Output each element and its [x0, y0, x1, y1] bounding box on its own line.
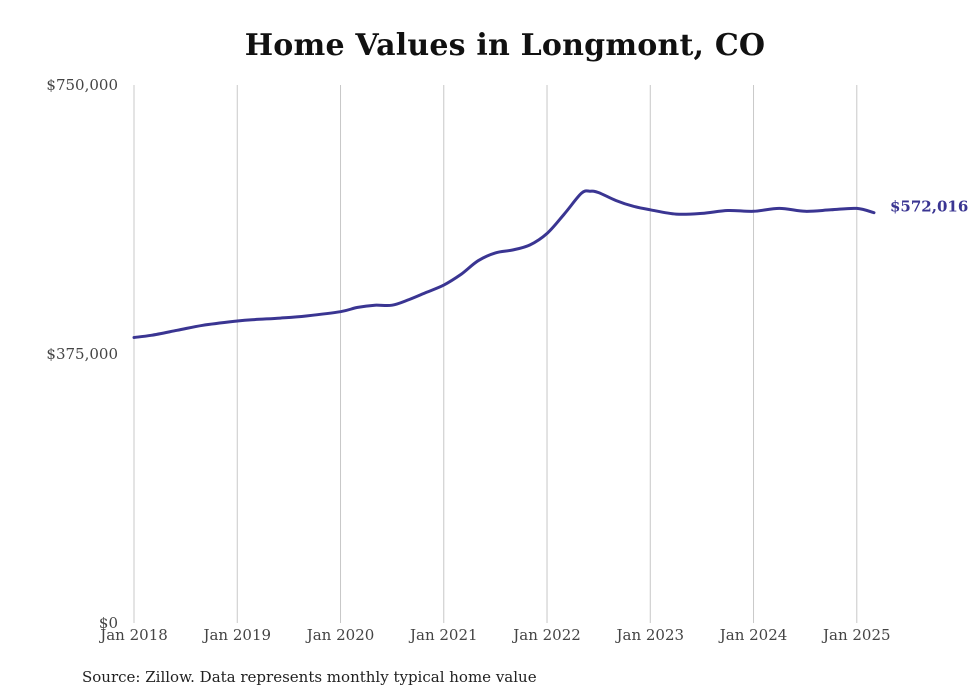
y-tick-label: $0	[99, 614, 118, 632]
y-axis-tick-labels: $0 $375,000 $750,000	[46, 76, 118, 632]
x-tick-label: Jan 2020	[305, 626, 375, 644]
end-label-layer: $572,016	[890, 198, 968, 216]
series-layer	[132, 189, 876, 339]
chart-title: Home Values in Longmont, CO	[244, 28, 766, 63]
chart-source-note: Source: Zillow. Data represents monthly …	[82, 668, 537, 686]
y-tick-label: $375,000	[46, 345, 118, 363]
x-axis-tick-labels: Jan 2018 Jan 2019 Jan 2020 Jan 2021 Jan 2022…	[98, 626, 890, 644]
x-tick-label: Jan 2021	[408, 626, 478, 644]
x-tick-label: Jan 2025	[821, 626, 891, 644]
y-tick-label: $750,000	[46, 76, 118, 94]
series-line	[132, 189, 876, 339]
end-value-label: $572,016	[890, 198, 968, 216]
x-tick-label: Jan 2018	[98, 626, 168, 644]
x-tick-label: Jan 2019	[201, 626, 271, 644]
x-tick-label: Jan 2023	[614, 626, 684, 644]
x-tick-label: Jan 2024	[718, 626, 788, 644]
x-tick-label: Jan 2022	[511, 626, 581, 644]
grid-lines	[133, 85, 858, 623]
